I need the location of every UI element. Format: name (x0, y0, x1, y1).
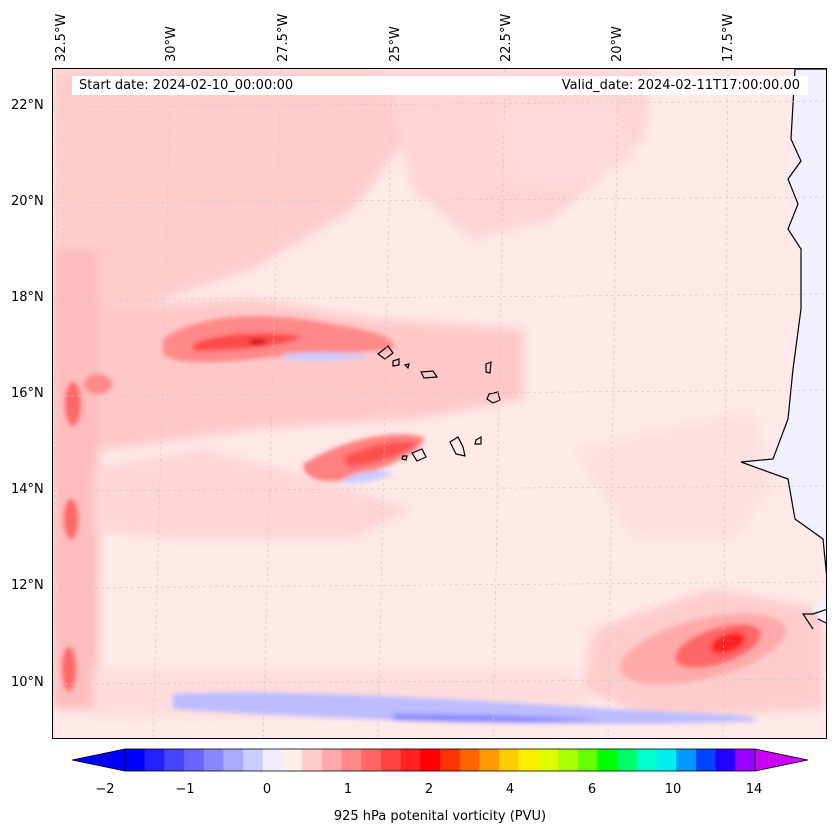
colorbar-cell (361, 749, 382, 771)
colorbar-cell (400, 749, 421, 771)
colorbar-cell (676, 749, 697, 771)
map-gridlines (53, 69, 826, 738)
pv-region-south-band (93, 449, 413, 539)
pv-field-map (53, 69, 826, 738)
colorbar-cell (164, 749, 185, 771)
valid-date-text: Valid_date: 2024-02-11T17:00:00.00 (561, 78, 800, 93)
colorbar-title: 925 hPa potenital vorticity (PVU) (333, 809, 547, 824)
colorbar-cell (380, 749, 402, 771)
colorbar-cell (262, 749, 283, 771)
colorbar-tick-4: 4 (505, 782, 515, 797)
colorbar-cell (341, 749, 362, 771)
lon-label-17-5w: 17.5°W (721, 13, 736, 62)
colorbar-cell (636, 749, 658, 771)
lat-label-20n: 20°N (11, 194, 44, 209)
colorbar-cell (577, 749, 598, 771)
lat-label-22n: 22°N (11, 98, 44, 113)
colorbar-tick-m2: −2 (95, 782, 115, 797)
colorbar-tick-1: 1 (343, 782, 353, 797)
colorbar-over-arrow (754, 748, 809, 772)
pv-negative-south-core (393, 714, 603, 723)
colorbar-cell (479, 749, 500, 771)
pv-west-max-1 (65, 382, 81, 426)
colorbar-cell (499, 749, 520, 771)
colorbar-cell (223, 749, 244, 771)
lon-label-25w: 25°W (388, 26, 403, 62)
pv-streak-north-max (249, 339, 267, 345)
colorbar-cell (538, 749, 559, 771)
colorbar-cell (420, 749, 441, 771)
cape-verde-islands (377, 345, 501, 462)
colorbar-cell (617, 749, 638, 771)
colorbar-tick-0: 0 (262, 782, 272, 797)
colorbar-cell (656, 749, 677, 771)
pv-region-west-strip (53, 249, 98, 709)
colorbar-tick-10: 10 (664, 782, 682, 797)
colorbar-tick-6: 6 (587, 782, 597, 797)
pv-west-max-2 (64, 499, 78, 539)
coastline-africa (740, 69, 826, 630)
lat-label-10n: 10°N (11, 675, 44, 690)
colorbar-cell (695, 749, 717, 771)
colorbar-outline (124, 748, 756, 772)
colorbar-cell (282, 749, 303, 771)
colorbar-tick-14: 14 (745, 782, 763, 797)
colorbar-cell (302, 749, 323, 771)
map-panel (52, 68, 827, 739)
colorbar-cell (715, 749, 736, 771)
colorbar-cell (184, 749, 205, 771)
start-date-text: Start date: 2024-02-10_00:00:00 (79, 78, 294, 93)
colorbar-cell (321, 749, 343, 771)
colorbar-cell (597, 749, 618, 771)
colorbar-cell (125, 749, 146, 771)
pv-region-coast-south (573, 409, 773, 539)
colorbar (71, 748, 809, 772)
pv-negative-south (173, 692, 757, 724)
colorbar-cell (243, 749, 264, 771)
colorbar-cell (735, 749, 756, 771)
pv-region-northwest (53, 69, 413, 339)
pv-streak-south-core (343, 441, 418, 467)
pv-negative-mid (343, 470, 393, 484)
pv-west-max-3 (62, 647, 76, 691)
colorbar-cell (440, 749, 461, 771)
lon-label-27-5w: 27.5°W (276, 13, 291, 62)
lat-label-14n: 14°N (11, 482, 44, 497)
date-header-box (72, 76, 808, 95)
pv-streak-north-core (193, 333, 303, 351)
colorbar-cell (518, 749, 539, 771)
lon-label-30w: 30°W (164, 26, 179, 62)
pv-region-north-light (493, 99, 633, 189)
colorbar-under-arrow (71, 748, 126, 772)
lat-label-18n: 18°N (11, 290, 44, 305)
colorbar-tick-2: 2 (424, 782, 434, 797)
lon-label-20w: 20°W (610, 26, 625, 62)
lon-label-32-5w: 32.5°W (54, 13, 69, 62)
pv-southeast-core (710, 632, 746, 654)
colorbar-cell (558, 749, 579, 771)
colorbar-cell (459, 749, 480, 771)
pv-west-max-4 (84, 374, 112, 394)
colorbar-cell (144, 749, 165, 771)
lat-label-16n: 16°N (11, 386, 44, 401)
land-africa (741, 69, 826, 627)
colorbar-cell (203, 749, 224, 771)
pv-negative-north (283, 352, 373, 361)
lon-label-22-5w: 22.5°W (499, 13, 514, 62)
lat-label-12n: 12°N (11, 578, 44, 593)
colorbar-tick-m1: −1 (175, 782, 195, 797)
